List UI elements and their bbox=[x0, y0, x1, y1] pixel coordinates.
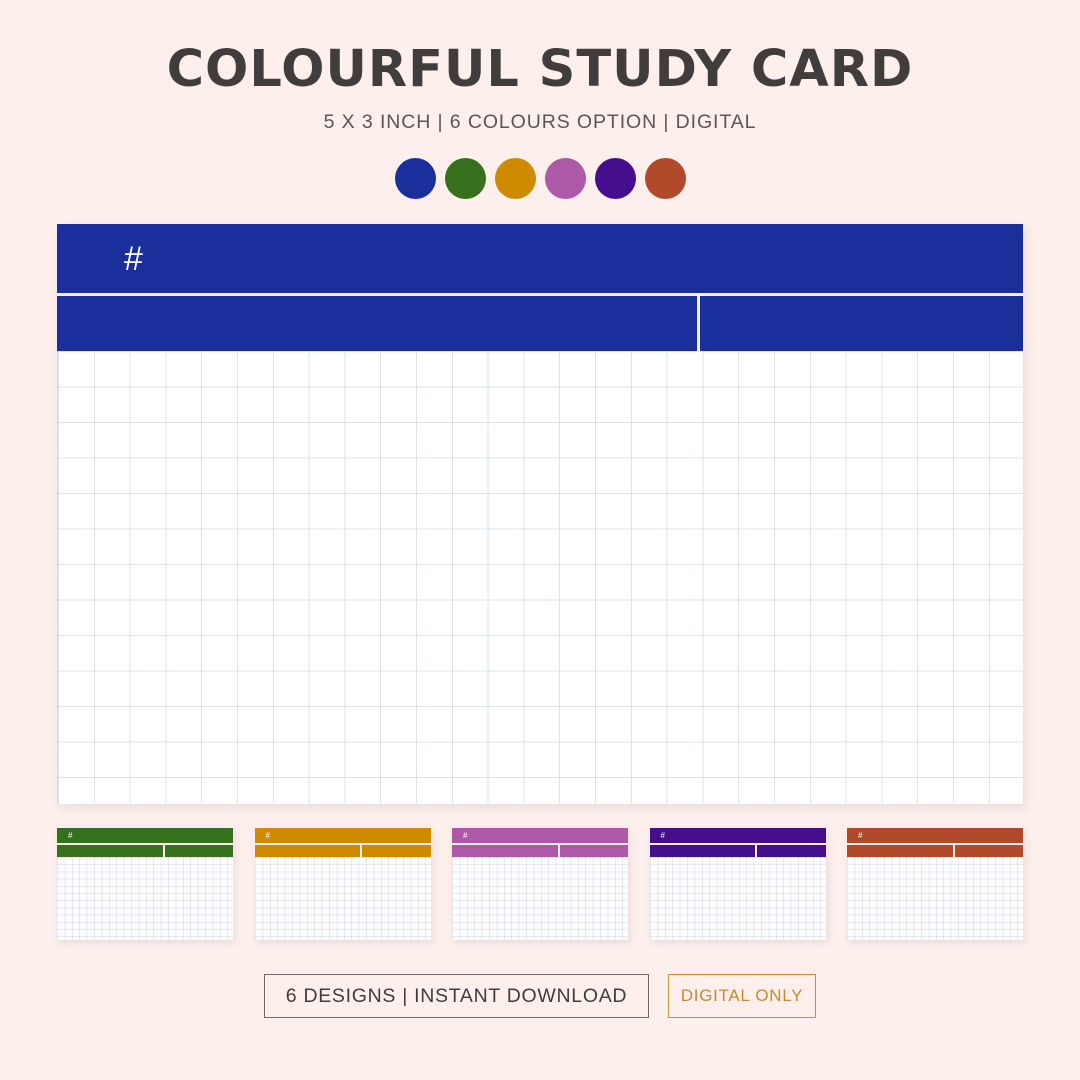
digital-only-badge[interactable]: DIGITAL ONLY bbox=[668, 974, 816, 1018]
thumbnail-subheader-band bbox=[649, 845, 826, 857]
thumbnail-header-band: # bbox=[57, 828, 233, 843]
thumbnail-vertical-divider bbox=[360, 845, 363, 857]
colour-swatch-green[interactable] bbox=[444, 158, 486, 199]
footer-badges: 6 DESIGNS | INSTANT DOWNLOAD DIGITAL ONL… bbox=[0, 974, 1080, 1018]
thumbnail-grid-body bbox=[57, 857, 233, 940]
thumbnail-card-amber[interactable]: # bbox=[254, 828, 431, 940]
colour-swatch-rust[interactable] bbox=[644, 158, 686, 199]
thumbnail-horizontal-divider bbox=[649, 843, 826, 845]
thumbnail-vertical-divider bbox=[162, 845, 165, 857]
thumbnail-grid-body bbox=[847, 857, 1023, 940]
thumbnail-header-band: # bbox=[649, 828, 826, 843]
hash-icon: # bbox=[265, 830, 270, 840]
thumbnail-horizontal-divider bbox=[57, 843, 233, 845]
thumbnail-card-green[interactable]: # bbox=[57, 828, 233, 940]
thumbnail-subheader-band bbox=[57, 845, 233, 857]
thumbnail-row: # # # # # bbox=[57, 828, 1023, 940]
hash-icon: # bbox=[124, 239, 143, 278]
thumbnail-horizontal-divider bbox=[847, 843, 1023, 845]
colour-swatch-deep-purple[interactable] bbox=[594, 158, 636, 199]
thumbnail-horizontal-divider bbox=[254, 843, 431, 845]
hash-icon: # bbox=[463, 830, 468, 840]
thumbnail-subheader-band bbox=[847, 845, 1023, 857]
hash-icon: # bbox=[68, 830, 73, 840]
main-card-header-band: # bbox=[57, 224, 1023, 293]
colour-swatch-orchid[interactable] bbox=[544, 158, 586, 199]
main-card-horizontal-divider bbox=[57, 293, 1023, 296]
thumbnail-horizontal-divider bbox=[452, 843, 628, 845]
hash-icon: # bbox=[660, 830, 665, 840]
designs-badge[interactable]: 6 DESIGNS | INSTANT DOWNLOAD bbox=[264, 974, 649, 1018]
main-card-vertical-divider bbox=[697, 296, 701, 351]
main-card-subheader-band bbox=[57, 296, 1023, 351]
thumbnail-card-orchid[interactable]: # bbox=[452, 828, 628, 940]
thumbnail-card-deep-purple[interactable]: # bbox=[649, 828, 826, 940]
hash-icon: # bbox=[858, 830, 863, 840]
thumbnail-grid-body bbox=[254, 857, 431, 940]
thumbnail-card-rust[interactable]: # bbox=[847, 828, 1023, 940]
thumbnail-subheader-band bbox=[452, 845, 628, 857]
page-title: COLOURFUL STUDY CARD bbox=[166, 40, 914, 99]
thumbnail-grid-body bbox=[452, 857, 628, 940]
page-subtitle: 5 X 3 INCH | 6 COLOURS OPTION | DIGITAL bbox=[323, 111, 757, 133]
main-study-card-preview[interactable]: # bbox=[57, 224, 1023, 804]
thumbnail-vertical-divider bbox=[755, 845, 758, 857]
thumbnail-vertical-divider bbox=[557, 845, 560, 857]
main-card-grid-body bbox=[57, 351, 1023, 804]
thumbnail-header-band: # bbox=[847, 828, 1023, 843]
thumbnail-header-band: # bbox=[452, 828, 628, 843]
colour-swatch-amber[interactable] bbox=[494, 158, 536, 199]
colour-swatch-blue[interactable] bbox=[394, 158, 436, 199]
thumbnail-header-band: # bbox=[254, 828, 431, 843]
thumbnail-grid-body bbox=[649, 857, 826, 940]
thumbnail-vertical-divider bbox=[952, 845, 955, 857]
thumbnail-subheader-band bbox=[254, 845, 431, 857]
colour-swatch-row bbox=[0, 158, 1080, 199]
